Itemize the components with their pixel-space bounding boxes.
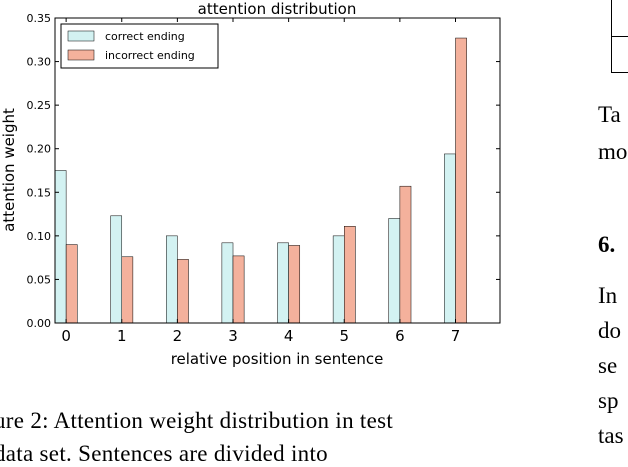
y-tick-label: 0.30 [27,56,52,69]
bars-group [54,37,467,324]
plot-frame [54,17,501,324]
chart-title: attention distribution [198,0,357,18]
x-tick-label: 0 [61,327,71,345]
bar-incorrect-3 [232,255,245,324]
y-tick-label: 0.35 [27,12,52,25]
figure-caption-line-2: data set. Sentences are divided into [0,441,328,466]
bar-correct-0 [54,170,67,324]
bar-incorrect-0 [65,244,78,324]
bar-correct-2 [166,235,178,324]
legend-swatch-incorrect [67,49,95,61]
bar-correct-1 [110,215,123,324]
side-text-line-1: Ta [598,102,621,127]
legend-swatch-correct [67,30,95,42]
bar-correct-5 [332,235,345,324]
bar-incorrect-2 [177,259,189,324]
bar-incorrect-5 [344,226,356,324]
side-text-line-5: se [598,353,618,378]
side-text-line-3: In [598,283,618,308]
side-text-line-4: do [598,318,621,343]
bar-correct-7 [444,153,456,324]
figure-caption-line-1: ure 2: Attention weight distribution in … [0,408,394,433]
side-text-line-7: tas [598,423,624,448]
legend-label-correct: correct ending [105,30,185,43]
attention-bar-chart: attention distribution 0.000.050.100.150… [0,0,501,368]
side-text-line-6: sp [598,388,619,413]
bar-incorrect-6 [399,185,412,324]
x-tick-label: 1 [117,327,127,345]
y-tick-label: 0.05 [27,273,52,286]
x-tick-label: 5 [339,327,349,345]
legend-label-incorrect: incorrect ending [105,49,195,62]
y-axis-title: attention weight [0,108,18,232]
bar-incorrect-7 [455,37,467,324]
y-tick-label: 0.25 [27,99,52,112]
side-section-heading: 6. [598,232,616,257]
y-tick-label: 0.00 [27,317,52,330]
y-tick-label: 0.10 [27,230,52,243]
bar-incorrect-4 [288,245,301,324]
y-tick-label: 0.20 [27,143,52,156]
x-tick-label: 3 [228,327,238,345]
side-text-line-2: mo [598,139,628,164]
x-tick-label: 6 [395,327,405,345]
bar-correct-3 [221,242,234,324]
legend: correct ending incorrect ending [60,23,219,69]
bar-correct-4 [277,242,289,324]
bar-correct-6 [388,218,401,324]
side-table-rule [611,36,628,37]
x-axis-title: relative position in sentence [171,350,384,368]
x-tick-label: 2 [173,327,183,345]
y-tick-label: 0.15 [27,186,52,199]
x-tick-label: 7 [451,327,461,345]
ticks-group: 0.00 0.05 0.10 0.15 0.20 0.25 0.30 0.35 0 1 2 3 4 5 6 7 [27,12,500,345]
x-tick-label: 4 [284,327,294,345]
bar-incorrect-1 [121,256,134,324]
